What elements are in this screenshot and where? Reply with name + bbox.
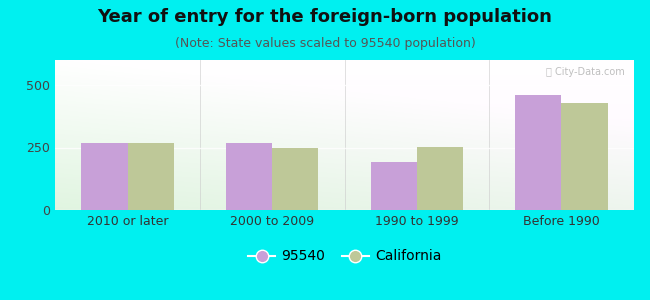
Bar [127,143,174,210]
Bar [515,94,562,210]
Bar [417,147,463,210]
Text: Year of entry for the foreign-born population: Year of entry for the foreign-born popul… [98,8,552,26]
Bar [370,162,417,210]
Bar [81,143,127,210]
Text: (Note: State values scaled to 95540 population): (Note: State values scaled to 95540 popu… [175,38,475,50]
Legend: 95540, California: 95540, California [242,244,447,269]
Text: Ⓢ City-Data.com: Ⓢ City-Data.com [546,67,625,77]
Bar [272,148,318,210]
Bar [562,103,608,210]
Bar [226,142,272,210]
